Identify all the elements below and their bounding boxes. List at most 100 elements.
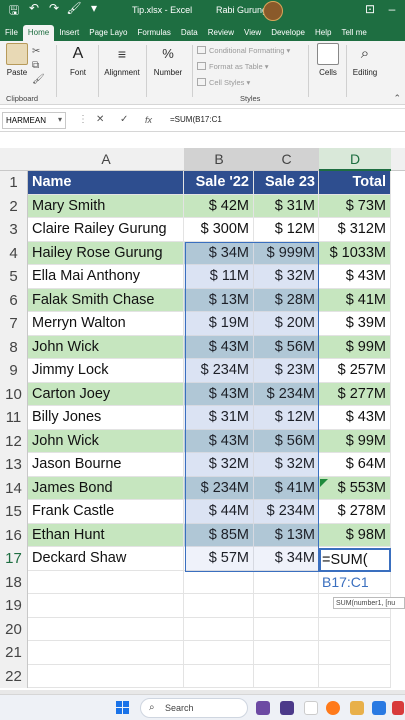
table-cell[interactable]: $ 278M bbox=[319, 500, 391, 524]
tab-develope[interactable]: Develope bbox=[271, 28, 306, 37]
row-header[interactable]: 17 bbox=[0, 547, 28, 571]
undo-icon[interactable]: ↶ bbox=[28, 0, 40, 15]
alignment-button[interactable]: ≡ Alignment bbox=[102, 43, 142, 77]
firefox-icon[interactable] bbox=[326, 701, 340, 715]
tab-page-layo[interactable]: Page Layo bbox=[89, 28, 128, 37]
row-header[interactable]: 1 bbox=[0, 171, 28, 195]
table-cell[interactable]: $ 64M bbox=[319, 453, 391, 477]
table-cell[interactable]: $ 99M bbox=[319, 429, 391, 453]
table-cell[interactable]: Deckard Shaw bbox=[28, 547, 184, 571]
table-cell[interactable] bbox=[319, 570, 391, 594]
table-cell[interactable]: Jimmy Lock bbox=[28, 359, 184, 383]
table-cell[interactable]: Billy Jones bbox=[28, 406, 184, 430]
table-cell[interactable]: $ 28M bbox=[254, 288, 319, 312]
table-cell[interactable]: Jason Bourne bbox=[28, 453, 184, 477]
table-cell[interactable]: $ 44M bbox=[184, 500, 254, 524]
enter-formula-button[interactable]: ✓ bbox=[120, 114, 129, 125]
table-cell[interactable] bbox=[28, 570, 184, 594]
table-cell[interactable]: $ 553M bbox=[319, 476, 391, 500]
table-cell[interactable]: Ella Mai Anthony bbox=[28, 265, 184, 289]
row-header[interactable]: 20 bbox=[0, 617, 28, 641]
table-cell[interactable]: $ 43M bbox=[184, 429, 254, 453]
header-cell[interactable]: Sale '22 bbox=[184, 171, 254, 195]
user-name[interactable]: Rabi Gurung bbox=[216, 5, 268, 15]
row-header[interactable]: 4 bbox=[0, 241, 28, 265]
table-cell[interactable]: $ 57M bbox=[184, 547, 254, 571]
editing-button[interactable]: ⌕ Editing bbox=[350, 43, 380, 77]
table-cell[interactable] bbox=[184, 570, 254, 594]
format-as-table-button[interactable]: Format as Table ▾ bbox=[197, 62, 269, 71]
table-cell[interactable]: $ 234M bbox=[184, 359, 254, 383]
tab-tell-me[interactable]: Tell me bbox=[341, 28, 367, 37]
chevron-down-icon[interactable]: ▾ bbox=[57, 115, 62, 124]
row-header[interactable]: 11 bbox=[0, 406, 28, 430]
cut-icon[interactable]: ✂ bbox=[32, 46, 41, 57]
table-cell[interactable]: $ 39M bbox=[319, 312, 391, 336]
table-cell[interactable]: $ 42M bbox=[184, 194, 254, 218]
row-header[interactable]: 3 bbox=[0, 218, 28, 242]
tab-formulas[interactable]: Formulas bbox=[137, 28, 171, 37]
table-cell[interactable]: John Wick bbox=[28, 335, 184, 359]
row-header[interactable]: 12 bbox=[0, 429, 28, 453]
table-cell[interactable]: $ 23M bbox=[254, 359, 319, 383]
copy-icon[interactable]: ⧉ bbox=[32, 60, 40, 71]
table-cell[interactable] bbox=[254, 641, 319, 665]
folder-icon[interactable] bbox=[350, 701, 364, 715]
customize-toolbar-icon[interactable]: ▾ bbox=[90, 0, 98, 15]
app-icon[interactable] bbox=[304, 701, 318, 715]
cancel-formula-button[interactable]: ✕ bbox=[96, 114, 105, 125]
table-cell[interactable]: Falak Smith Chase bbox=[28, 288, 184, 312]
table-cell[interactable]: $ 32M bbox=[184, 453, 254, 477]
row-header[interactable]: 22 bbox=[0, 664, 28, 688]
table-cell[interactable]: Carton Joey bbox=[28, 382, 184, 406]
table-cell[interactable]: Mary Smith bbox=[28, 194, 184, 218]
row-header[interactable]: 21 bbox=[0, 641, 28, 665]
table-cell[interactable]: $ 43M bbox=[184, 382, 254, 406]
table-cell[interactable] bbox=[254, 570, 319, 594]
app-icon[interactable] bbox=[392, 701, 404, 715]
table-cell[interactable]: James Bond bbox=[28, 476, 184, 500]
column-header-e[interactable] bbox=[391, 148, 405, 171]
row-header[interactable]: 6 bbox=[0, 288, 28, 312]
table-cell[interactable]: $ 999M bbox=[254, 241, 319, 265]
tab-home[interactable]: Home bbox=[22, 25, 55, 41]
table-cell[interactable]: $ 31M bbox=[184, 406, 254, 430]
column-header-a[interactable]: A bbox=[28, 148, 184, 171]
table-cell[interactable]: $ 34M bbox=[254, 547, 319, 571]
header-cell[interactable]: Name bbox=[28, 171, 184, 195]
cell-editor[interactable]: =SUM( bbox=[322, 552, 368, 568]
more-options-icon[interactable]: ⋮ bbox=[78, 114, 88, 125]
redo-icon[interactable]: ↷ bbox=[48, 0, 60, 15]
table-cell[interactable]: $ 13M bbox=[254, 523, 319, 547]
row-header[interactable]: 16 bbox=[0, 523, 28, 547]
table-cell[interactable]: Hailey Rose Gurung bbox=[28, 241, 184, 265]
table-cell[interactable]: $ 300M bbox=[184, 218, 254, 242]
windows-start-icon[interactable] bbox=[116, 701, 130, 715]
table-cell[interactable] bbox=[254, 594, 319, 618]
tab-view[interactable]: View bbox=[244, 28, 262, 37]
format-painter-icon[interactable]: 🖌 bbox=[66, 0, 82, 15]
minimize-icon[interactable]: – bbox=[388, 2, 396, 16]
table-cell[interactable] bbox=[254, 664, 319, 688]
table-cell[interactable]: $ 56M bbox=[254, 429, 319, 453]
table-cell[interactable]: $ 31M bbox=[254, 194, 319, 218]
table-cell[interactable]: $ 12M bbox=[254, 218, 319, 242]
row-header[interactable]: 19 bbox=[0, 594, 28, 618]
table-cell[interactable] bbox=[319, 617, 391, 641]
row-header[interactable]: 7 bbox=[0, 312, 28, 336]
row-header[interactable]: 13 bbox=[0, 453, 28, 477]
row-header[interactable]: 14 bbox=[0, 476, 28, 500]
table-cell[interactable]: $ 41M bbox=[254, 476, 319, 500]
table-cell[interactable]: $ 234M bbox=[254, 500, 319, 524]
row-header[interactable]: 8 bbox=[0, 335, 28, 359]
table-cell[interactable]: $ 312M bbox=[319, 218, 391, 242]
table-cell[interactable]: Claire Railey Gurung bbox=[28, 218, 184, 242]
table-cell[interactable]: $ 32M bbox=[254, 453, 319, 477]
edge-icon[interactable] bbox=[372, 701, 386, 715]
table-cell[interactable] bbox=[319, 664, 391, 688]
header-cell[interactable]: Sale 23 bbox=[254, 171, 319, 195]
table-cell[interactable] bbox=[319, 641, 391, 665]
font-button[interactable]: A Font bbox=[62, 43, 94, 77]
active-cell[interactable] bbox=[319, 548, 391, 572]
table-cell[interactable]: $ 32M bbox=[254, 265, 319, 289]
